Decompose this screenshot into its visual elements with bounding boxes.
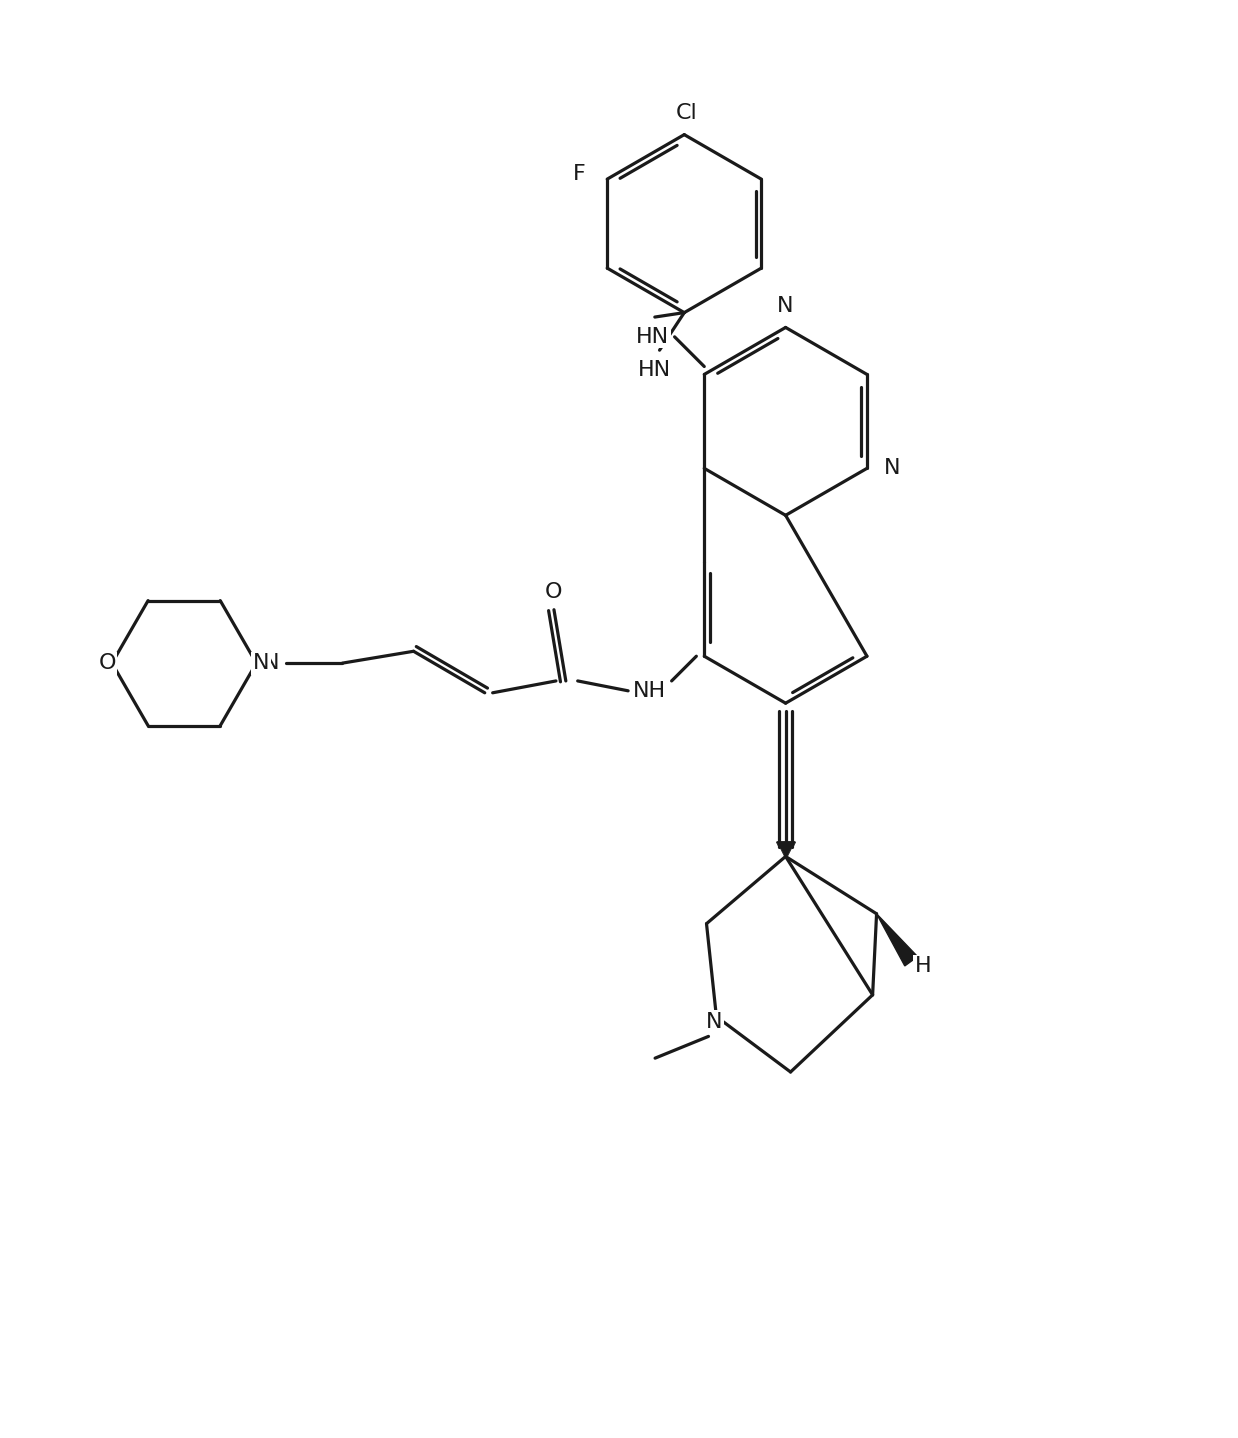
Text: N: N xyxy=(706,1011,723,1031)
Polygon shape xyxy=(877,913,917,966)
Text: NH: NH xyxy=(634,680,666,700)
Text: N: N xyxy=(262,653,280,673)
Text: Cl: Cl xyxy=(676,104,697,122)
Text: N: N xyxy=(884,459,900,479)
Text: N: N xyxy=(253,653,270,673)
Text: H: H xyxy=(915,956,931,976)
Text: HN: HN xyxy=(636,326,670,347)
Text: N: N xyxy=(777,296,794,316)
Text: F: F xyxy=(573,164,586,184)
Text: O: O xyxy=(98,653,116,673)
Text: O: O xyxy=(545,582,563,603)
Text: HN: HN xyxy=(638,360,671,380)
